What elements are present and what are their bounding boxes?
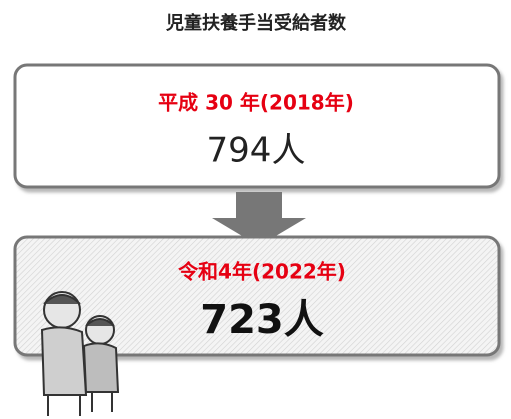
- after-period: 令和4年(2022年): [178, 260, 346, 284]
- parent-child-illustration: [40, 291, 120, 416]
- after-box: [13, 235, 501, 357]
- before-count: 794人: [207, 131, 306, 171]
- before-box: [13, 63, 501, 189]
- before-period: 平成 30 年(2018年): [158, 91, 354, 115]
- title: 児童扶養手当受給者数: [165, 12, 347, 34]
- down-arrow: [212, 192, 306, 246]
- after-count: 723人: [200, 297, 324, 343]
